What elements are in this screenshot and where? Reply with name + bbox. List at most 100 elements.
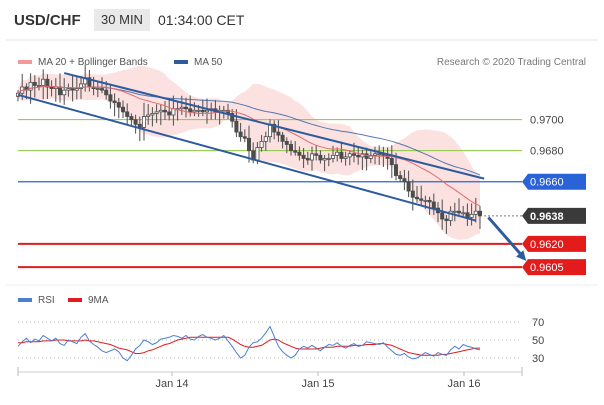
candle-body xyxy=(440,212,445,220)
x-tick-label: Jan 14 xyxy=(155,378,188,390)
candle-body xyxy=(293,150,298,153)
x-axis: Jan 14 Jan 15 Jan 16 xyxy=(17,367,523,390)
price-level-labels: 0.9700 0.9680 0.9660 0.9638 0.9620 0.9605 xyxy=(522,115,586,276)
candle-body xyxy=(204,109,209,113)
candle-body xyxy=(444,218,449,221)
candle-body xyxy=(79,83,84,89)
candle-body xyxy=(326,158,331,160)
candle-body xyxy=(100,88,105,91)
rsi-line xyxy=(17,325,481,362)
candle-body xyxy=(162,109,167,113)
candle-body xyxy=(171,108,176,116)
candle-body xyxy=(146,114,151,117)
timestamp: 01:34:00 CET xyxy=(158,12,245,28)
candle-body xyxy=(32,81,37,86)
rsi-tick-30: 30 xyxy=(532,353,544,365)
candle-body xyxy=(410,190,415,198)
candle-body xyxy=(356,154,361,158)
candle-body xyxy=(49,86,54,89)
candle-body xyxy=(234,120,239,133)
candle-body xyxy=(192,109,197,113)
level-label-0.9700: 0.9700 xyxy=(530,115,564,127)
candle-body xyxy=(129,116,134,121)
candle-body xyxy=(431,201,436,209)
candle-body xyxy=(121,106,126,113)
candle-body xyxy=(141,116,146,128)
candle-body xyxy=(116,102,121,108)
candle-body xyxy=(70,88,75,91)
candle-body xyxy=(45,78,50,88)
rsi-panel: 70 50 30 xyxy=(17,317,544,365)
candle-body xyxy=(112,100,117,103)
candle-body xyxy=(188,108,193,113)
candle-body xyxy=(284,140,289,145)
level-label-0.9605: 0.9605 xyxy=(530,262,564,274)
candle-body xyxy=(259,140,264,148)
candle-body xyxy=(263,136,268,142)
candle-body xyxy=(335,151,340,156)
candle-body xyxy=(246,137,251,152)
level-label-0.9660: 0.9660 xyxy=(530,177,564,189)
candle-body xyxy=(301,154,306,159)
legend-swatch-ma20 xyxy=(18,60,32,64)
candle-body xyxy=(452,210,457,213)
candle-body xyxy=(74,88,79,91)
legend-label-ma20: MA 20 + Bollinger Bands xyxy=(38,57,148,68)
candle-body xyxy=(364,153,369,159)
candle-body xyxy=(330,154,335,159)
credit-label: Research © 2020 Trading Central xyxy=(437,57,586,68)
bollinger-band-area xyxy=(18,65,480,240)
candle-body xyxy=(448,210,453,221)
arrow-shaft xyxy=(487,216,524,257)
candle-body xyxy=(465,212,470,218)
timeframe-badge[interactable]: 30 MIN xyxy=(94,9,150,31)
candle-body xyxy=(272,123,277,133)
candle-body xyxy=(158,109,163,113)
candle-body xyxy=(406,181,411,192)
legend-swatch-rsi xyxy=(18,298,32,302)
candle-body xyxy=(66,88,71,91)
level-tag-0.9638 xyxy=(522,207,586,224)
arrow-head xyxy=(516,250,527,261)
candle-body xyxy=(423,199,428,202)
candle-body xyxy=(314,153,319,156)
candle-body xyxy=(255,147,260,161)
legend-swatch-9ma xyxy=(68,298,82,302)
candle-body xyxy=(167,111,172,116)
channel-lower-line xyxy=(17,93,477,222)
legend-label-rsi: RSI xyxy=(38,295,55,306)
candle-body xyxy=(267,123,272,138)
candle-body xyxy=(242,136,247,139)
candle-body xyxy=(339,151,344,159)
level-tag-0.9660 xyxy=(522,173,586,190)
level-label-0.9680: 0.9680 xyxy=(530,146,564,158)
candle-body xyxy=(150,113,155,116)
candle-body xyxy=(377,153,382,156)
legend-swatch-ma50 xyxy=(174,60,188,64)
projection-arrow xyxy=(487,216,527,261)
candle-body xyxy=(183,106,188,110)
candle-body xyxy=(37,85,42,87)
candle-body xyxy=(28,81,33,91)
main-legend: MA 20 + Bollinger Bands MA 50 Research ©… xyxy=(18,57,586,68)
candle-body xyxy=(473,210,478,215)
x-tick-label: Jan 15 xyxy=(301,378,334,390)
candle-body xyxy=(41,78,46,86)
candle-body xyxy=(393,164,398,176)
x-tick-label: Jan 16 xyxy=(447,378,480,390)
candle-body xyxy=(133,119,138,125)
candle-body xyxy=(477,210,482,217)
candle-body xyxy=(419,198,424,201)
candle-body xyxy=(200,109,205,113)
level-label-0.9638: 0.9638 xyxy=(530,211,564,223)
candle-body xyxy=(309,153,314,161)
legend-label-9ma: 9MA xyxy=(88,295,109,306)
candle-body xyxy=(456,210,461,214)
level-tag-0.9620 xyxy=(522,235,586,252)
level-tag-0.9605 xyxy=(522,259,586,276)
candle-body xyxy=(461,212,466,215)
rsi-legend: RSI 9MA xyxy=(18,295,109,306)
candle-body xyxy=(389,158,394,166)
candle-body xyxy=(230,113,235,122)
